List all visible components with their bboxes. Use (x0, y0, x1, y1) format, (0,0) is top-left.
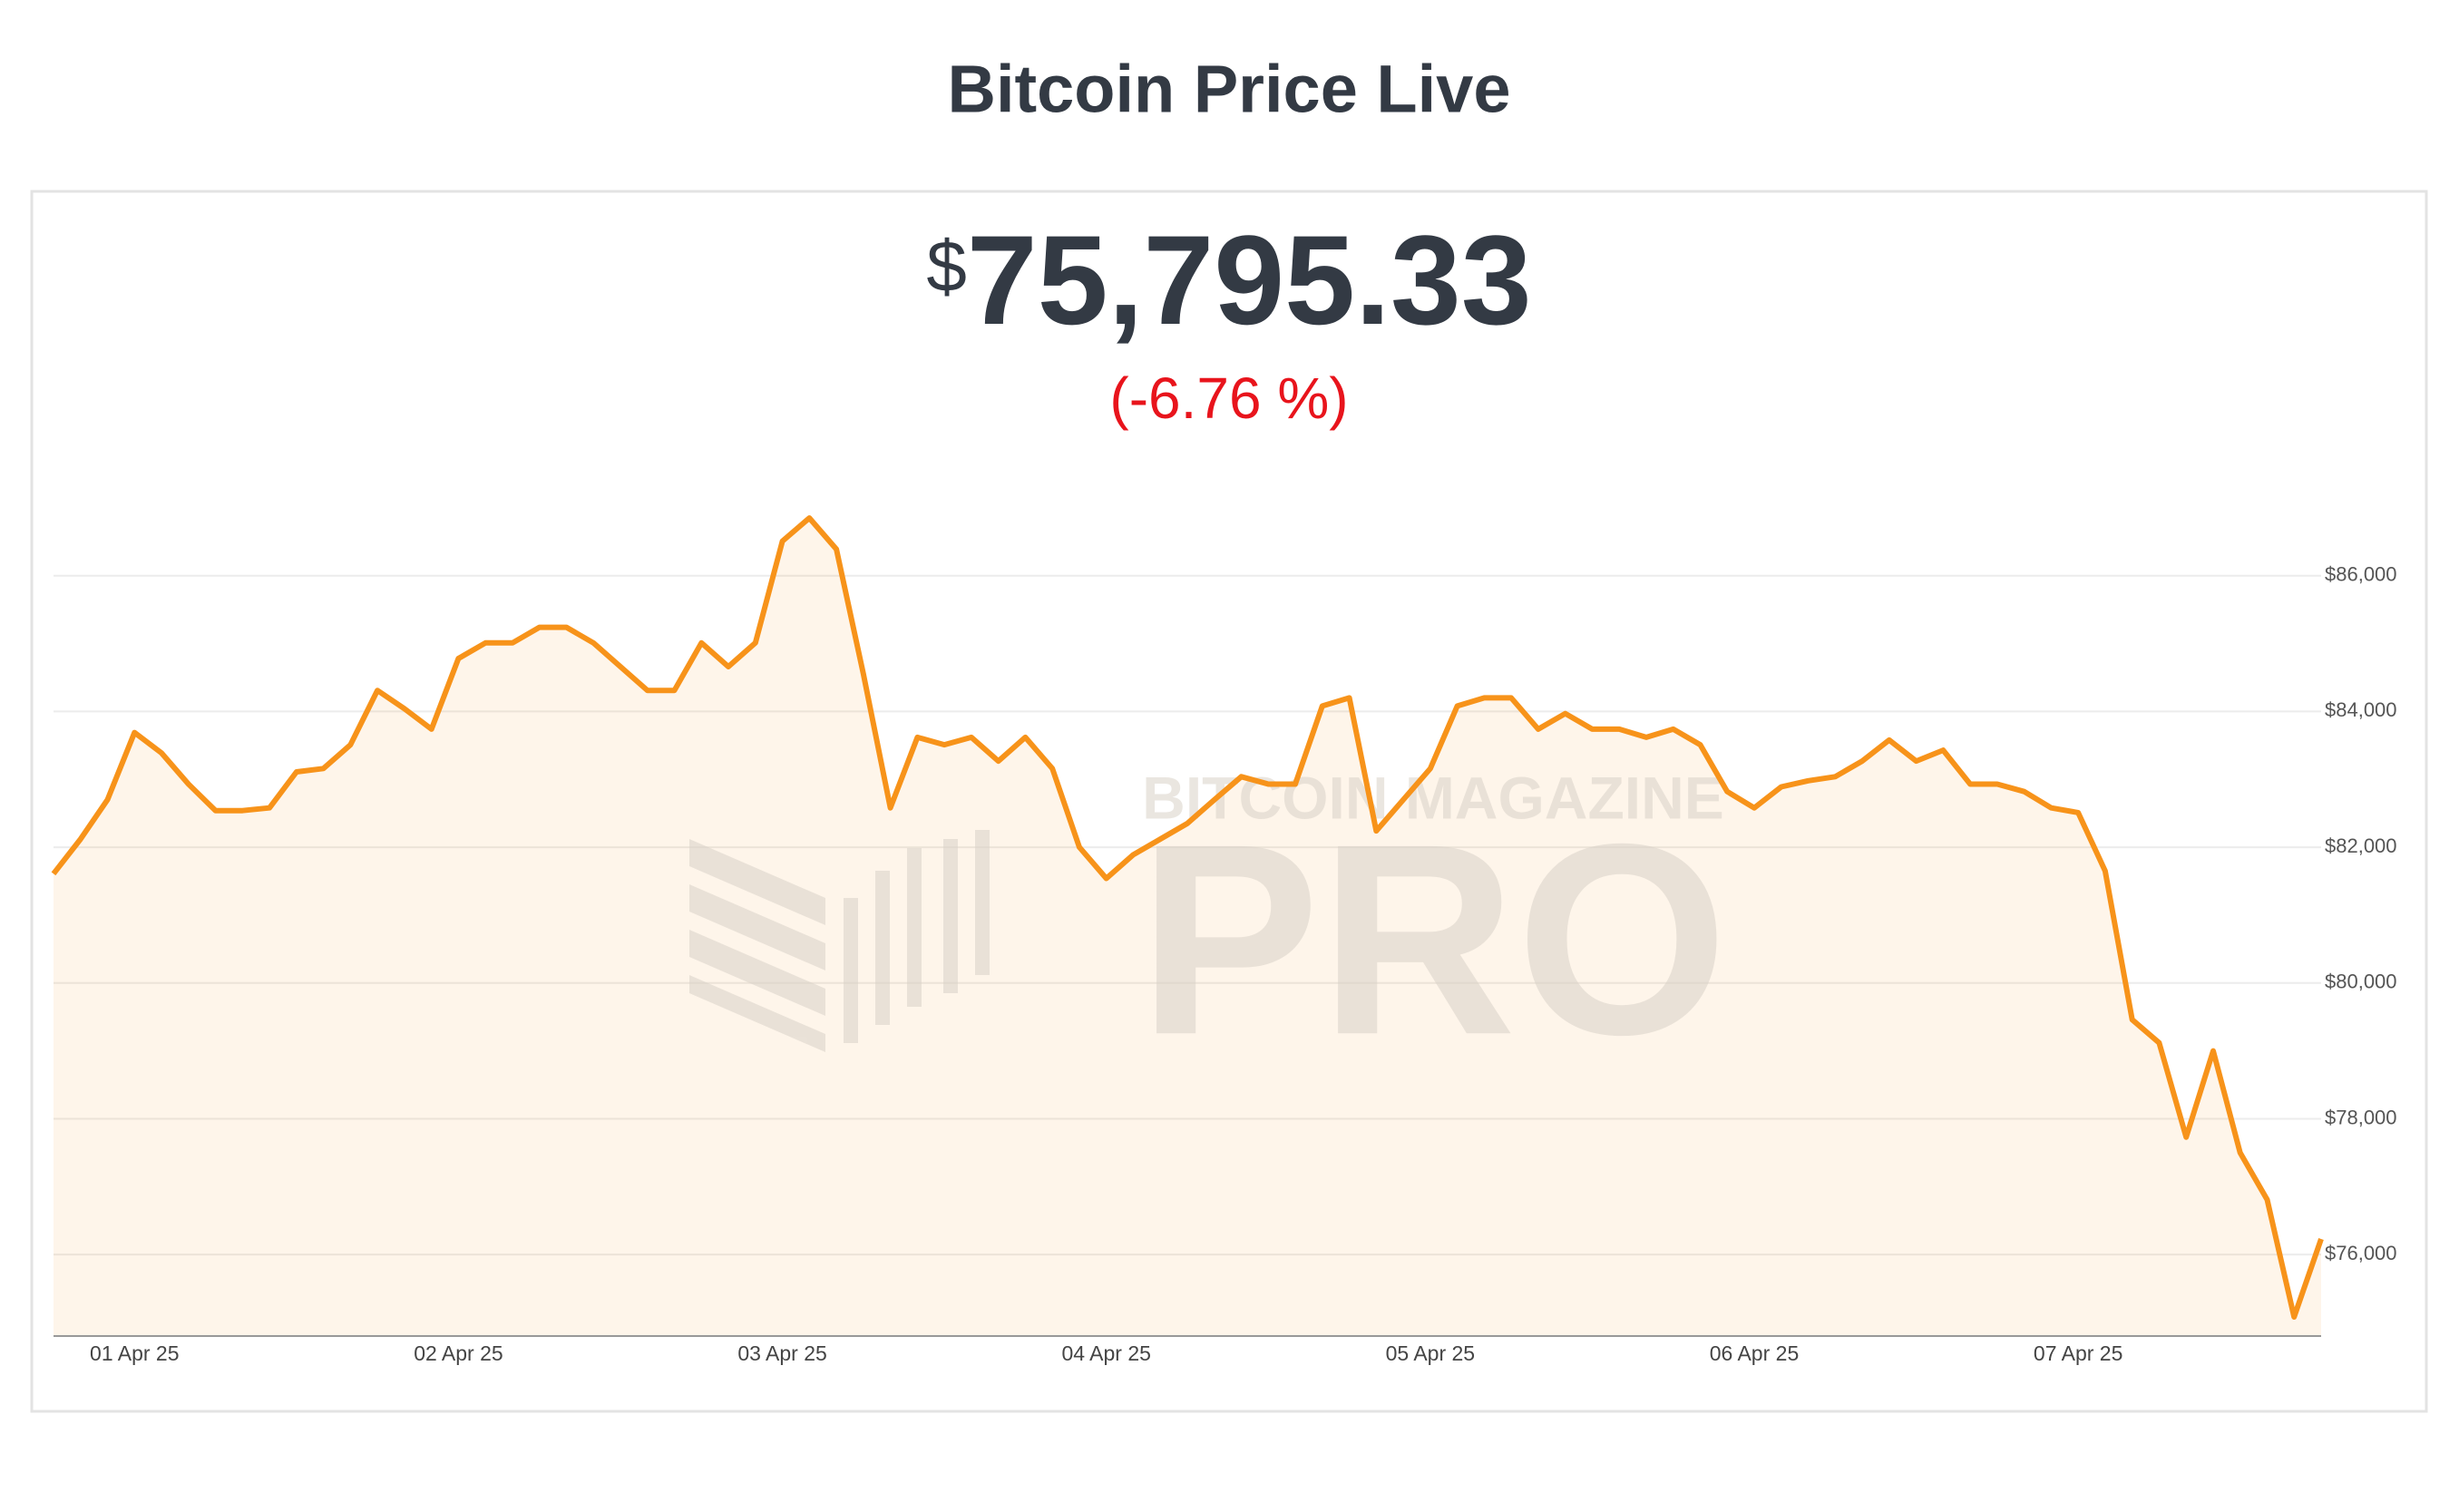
price-display: $75,795.33 (926, 209, 1531, 351)
x-tick-label: 04 Apr 25 (1061, 1341, 1150, 1365)
watermark-logo (689, 830, 990, 1052)
x-tick-label: 06 Apr 25 (1710, 1341, 1799, 1365)
price-area (54, 518, 2321, 1336)
y-tick-label: $86,000 (2325, 563, 2397, 586)
price: 75,795.33 (967, 209, 1532, 351)
y-tick-label: $84,000 (2325, 698, 2397, 721)
y-tick-label: $78,000 (2325, 1106, 2397, 1128)
price-change: (-6.76 %) (1109, 366, 1348, 431)
x-tick-label: 07 Apr 25 (2034, 1341, 2122, 1365)
y-tick-label: $82,000 (2325, 834, 2397, 857)
page-title: Bitcoin Price Live (948, 52, 1511, 127)
watermark-main: PRO (1138, 786, 1728, 1091)
currency: $ (926, 226, 967, 307)
x-tick-label: 03 Apr 25 (737, 1341, 826, 1365)
card (30, 190, 2428, 1413)
x-tick-label: 02 Apr 25 (414, 1341, 503, 1365)
watermark: BITCOIN MAGAZINE PRO (689, 764, 1728, 1091)
y-tick-label: $80,000 (2325, 971, 2397, 993)
x-tick-label: 01 Apr 25 (90, 1341, 179, 1365)
y-tick-label: $76,000 (2325, 1242, 2397, 1264)
x-tick-label: 05 Apr 25 (1386, 1341, 1475, 1365)
price-line (51, 515, 2324, 1320)
